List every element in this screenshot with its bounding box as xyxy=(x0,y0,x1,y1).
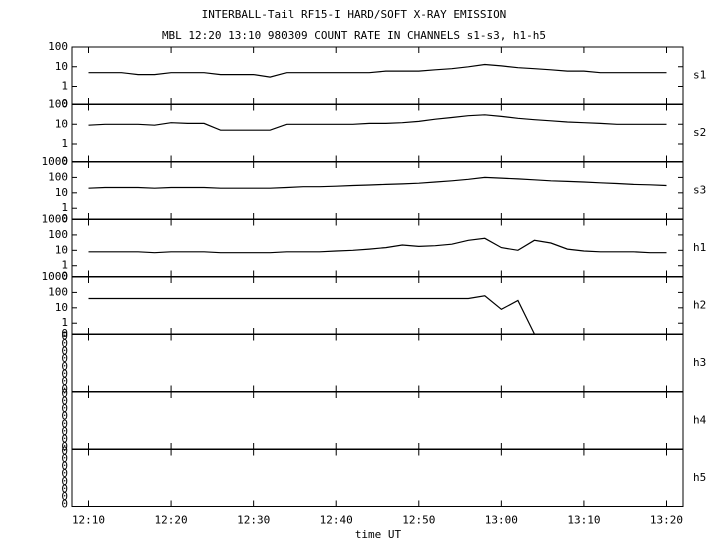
y-tick-label: 0 xyxy=(61,360,68,373)
panel-frame xyxy=(71,161,684,220)
panel-label: s3 xyxy=(693,184,706,197)
y-tick-label: 10 xyxy=(55,117,68,130)
y-tick-label: 0 xyxy=(61,475,68,488)
x-tick-label: 12:10 xyxy=(72,514,105,527)
y-tick-label: 0 xyxy=(61,330,68,343)
x-tick-label: 13:20 xyxy=(650,514,683,527)
y-tick-label: 10 xyxy=(55,301,68,314)
y-tick-label: 1 xyxy=(61,80,68,93)
x-tick-label: 12:40 xyxy=(320,514,353,527)
data-line xyxy=(88,114,667,131)
panel-frame xyxy=(71,276,684,335)
y-tick-label: 0 xyxy=(61,432,68,445)
y-tick-label: 0 xyxy=(61,367,68,380)
panel-frame xyxy=(71,104,684,162)
y-tick-label: 0 xyxy=(61,498,68,511)
y-tick-label: 0 xyxy=(61,270,68,283)
x-axis-label: time UT xyxy=(355,528,402,541)
y-tick-label: 100 xyxy=(48,98,68,111)
y-tick-label: 0 xyxy=(61,212,68,225)
y-tick-label: 1 xyxy=(61,201,68,214)
y-tick-label: 0 xyxy=(61,417,68,430)
y-tick-label: 0 xyxy=(61,97,68,110)
y-tick-label: 0 xyxy=(61,440,68,453)
panel-label: s1 xyxy=(693,69,706,82)
x-tick-label: 13:00 xyxy=(485,514,518,527)
chart-title: INTERBALL-Tail RF15-I HARD/SOFT X-RAY EM… xyxy=(202,8,507,21)
y-tick-label: 1000 xyxy=(42,155,69,168)
x-tick-label: 12:20 xyxy=(155,514,188,527)
y-tick-label: 0 xyxy=(61,482,68,495)
y-tick-label: 0 xyxy=(61,425,68,438)
data-line xyxy=(88,176,667,189)
y-tick-label: 0 xyxy=(61,395,68,408)
data-line xyxy=(88,63,667,78)
y-tick-label: 1 xyxy=(61,259,68,272)
y-tick-label: 0 xyxy=(61,337,68,350)
y-tick-label: 100 xyxy=(48,170,68,183)
y-tick-label: 0 xyxy=(61,375,68,388)
panel-label: h2 xyxy=(693,299,706,312)
data-line xyxy=(88,237,667,254)
panel-label: h1 xyxy=(693,241,706,254)
y-tick-label: 10 xyxy=(55,243,68,256)
y-tick-label: 1 xyxy=(61,137,68,150)
y-tick-label: 100 xyxy=(48,40,68,53)
y-tick-label: 0 xyxy=(61,327,68,340)
y-tick-label: 0 xyxy=(61,402,68,415)
y-tick-label: 0 xyxy=(61,467,68,480)
y-tick-label: 0 xyxy=(61,445,68,458)
panel-label: h4 xyxy=(693,414,707,427)
y-tick-label: 0 xyxy=(61,460,68,473)
y-tick-label: 0 xyxy=(61,490,68,503)
y-tick-label: 0 xyxy=(61,383,68,396)
y-tick-label: 0 xyxy=(61,352,68,365)
panel-label: h5 xyxy=(693,471,706,484)
y-tick-label: 1000 xyxy=(42,213,69,226)
y-tick-label: 10 xyxy=(55,60,68,73)
y-tick-label: 0 xyxy=(61,387,68,400)
y-tick-label: 1000 xyxy=(42,270,69,283)
y-tick-label: 1 xyxy=(61,316,68,329)
panel-frame xyxy=(71,46,684,105)
data-line xyxy=(88,295,535,335)
chart-subtitle: MBL 12:20 13:10 980309 COUNT RATE IN CHA… xyxy=(162,29,546,42)
panel-label: h3 xyxy=(693,356,706,369)
panel-frame xyxy=(71,334,684,392)
x-tick-label: 12:30 xyxy=(237,514,270,527)
y-tick-label: 0 xyxy=(61,155,68,168)
panel-frame xyxy=(71,391,684,450)
y-tick-label: 0 xyxy=(61,410,68,423)
y-tick-label: 0 xyxy=(61,452,68,465)
panel-label: s2 xyxy=(693,126,706,139)
y-tick-label: 100 xyxy=(48,228,68,241)
x-tick-label: 12:50 xyxy=(402,514,435,527)
panel-frame xyxy=(71,449,684,507)
y-tick-label: 10 xyxy=(55,186,68,199)
y-tick-label: 0 xyxy=(61,345,68,358)
x-tick-label: 13:10 xyxy=(567,514,600,527)
y-tick-label: 100 xyxy=(48,285,68,298)
